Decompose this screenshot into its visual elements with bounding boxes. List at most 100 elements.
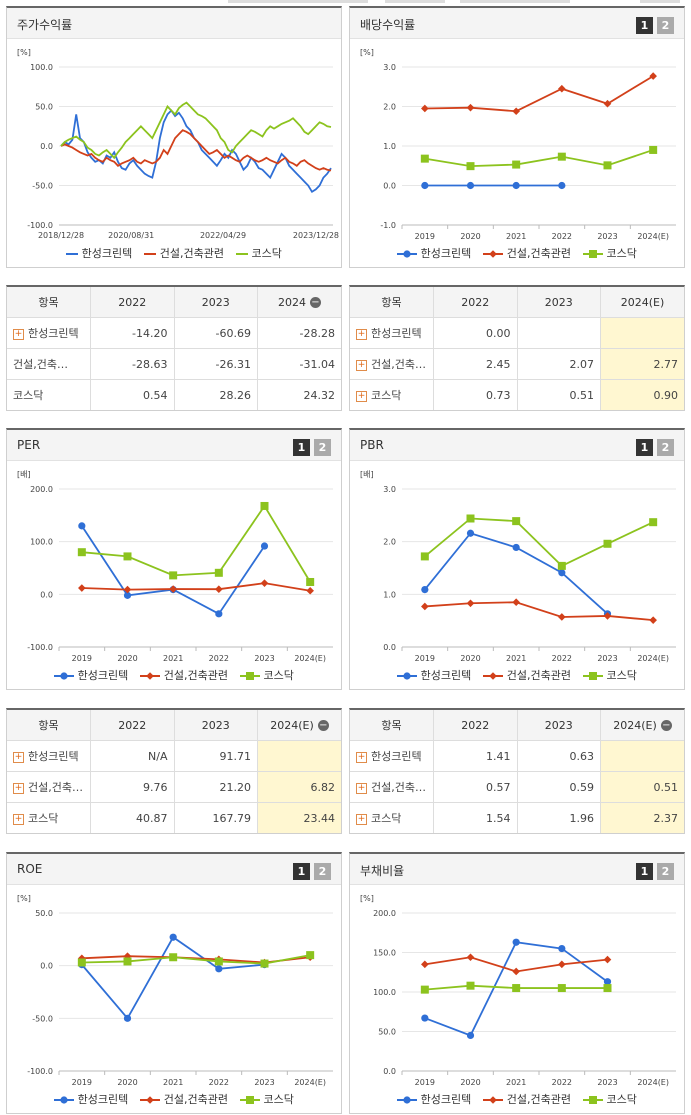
x-tick-label: 2021 bbox=[163, 654, 183, 663]
collapse-icon[interactable]: − bbox=[310, 297, 321, 308]
table-cell: 23.44 bbox=[257, 802, 341, 833]
dividend-table: 항목 2022 2023 2024(E) + 한성크린텍 0.00 + 건설,건축…… bbox=[350, 287, 684, 410]
row-label[interactable]: + 건설,건축… bbox=[350, 771, 434, 803]
chart-legend: 한성크린텍 건설,건축관련 코스닥 bbox=[350, 1091, 684, 1107]
page-2-button[interactable]: 2 bbox=[657, 17, 674, 34]
expand-icon[interactable]: + bbox=[13, 751, 24, 763]
legend-swatch bbox=[582, 1096, 603, 1104]
row-name: 한성크린텍 bbox=[28, 750, 79, 763]
page-1-button[interactable]: 1 bbox=[636, 863, 653, 880]
expand-icon[interactable]: + bbox=[13, 328, 24, 340]
x-tick-label: 2022 bbox=[552, 654, 572, 663]
page-2-button[interactable]: 2 bbox=[657, 439, 674, 456]
column-header-2024e[interactable]: 2024(E) − bbox=[257, 710, 341, 741]
row-label[interactable]: + 한성크린텍 bbox=[7, 740, 91, 772]
x-tick-label: 2022/04/29 bbox=[200, 231, 246, 240]
legend-label: 코스닥 bbox=[602, 247, 637, 260]
expand-icon[interactable]: + bbox=[13, 813, 24, 825]
row-label[interactable]: + 한성크린텍 bbox=[7, 317, 91, 349]
column-header: 항목 bbox=[7, 287, 91, 318]
page-2-button[interactable]: 2 bbox=[657, 863, 674, 880]
legend-marker bbox=[588, 1096, 597, 1104]
data-point bbox=[512, 107, 520, 116]
y-unit-label: [%] bbox=[17, 894, 31, 903]
column-header-2024e[interactable]: 2024(E) − bbox=[600, 710, 684, 741]
table-cell: 0.00 bbox=[433, 317, 517, 349]
legend-item: 건설,건축관련 bbox=[140, 667, 228, 683]
expand-icon[interactable]: + bbox=[356, 328, 367, 340]
stock-return-table-panel: 항목 2022 2023 2024− + 한성크린텍 -14.20 -60.69 … bbox=[6, 285, 342, 411]
row-name: 건설,건축… bbox=[371, 358, 426, 371]
legend-item: 건설,건축관련 bbox=[140, 1091, 228, 1107]
legend-swatch bbox=[397, 1096, 418, 1104]
x-tick-label: 2019 bbox=[72, 654, 92, 663]
row-label[interactable]: + 코스닥 bbox=[350, 380, 434, 411]
expand-icon[interactable]: + bbox=[356, 359, 367, 371]
data-point bbox=[169, 585, 177, 593]
legend-label: 한성크린텍 bbox=[417, 1093, 472, 1106]
page-1-button[interactable]: 1 bbox=[636, 17, 653, 34]
data-point bbox=[466, 1031, 475, 1040]
page-2-button[interactable]: 2 bbox=[314, 863, 331, 880]
page-1-button[interactable]: 1 bbox=[293, 439, 310, 456]
data-point bbox=[421, 585, 429, 594]
data-point bbox=[123, 591, 132, 599]
data-point bbox=[421, 104, 429, 113]
column-header-label: 2024(E) bbox=[270, 718, 314, 732]
expand-icon[interactable]: + bbox=[356, 751, 367, 763]
table-header-row: 항목 2022 2023 2024(E) − bbox=[7, 710, 341, 741]
row-label[interactable]: + 건설,건축… bbox=[350, 348, 434, 380]
collapse-icon[interactable]: − bbox=[660, 720, 672, 731]
page-1-button[interactable]: 1 bbox=[293, 863, 310, 880]
row-label[interactable]: + 코스닥 bbox=[350, 803, 434, 834]
data-point bbox=[466, 981, 475, 990]
collapse-icon[interactable]: − bbox=[317, 720, 329, 731]
chart-legend: 한성크린텍 건설,건축관련 코스닥 bbox=[7, 1091, 341, 1107]
x-tick-label: 2024(E) bbox=[637, 1078, 669, 1087]
y-tick-label: 200.0 bbox=[30, 485, 53, 494]
legend-item: 건설,건축관련 bbox=[483, 245, 571, 261]
expand-icon[interactable]: + bbox=[356, 782, 367, 794]
legend-item: 건설,건축관련 bbox=[483, 1091, 571, 1107]
column-header-2024[interactable]: 2024− bbox=[257, 287, 341, 318]
page-1-button[interactable]: 1 bbox=[636, 439, 653, 456]
table-row: 건설,건축… -28.63 -26.31 -31.04 bbox=[7, 348, 341, 380]
panel-title: 부채비율 bbox=[360, 864, 405, 878]
expand-icon[interactable]: + bbox=[13, 782, 24, 794]
legend-label: 한성크린텍 bbox=[74, 1093, 129, 1106]
row-label[interactable]: + 한성크린텍 bbox=[350, 740, 434, 772]
y-tick-label: 0.0 bbox=[383, 182, 396, 191]
row-label[interactable]: + 한성크린텍 bbox=[350, 317, 434, 349]
legend-marker bbox=[403, 250, 411, 258]
row-name: 한성크린텍 bbox=[371, 327, 422, 340]
x-tick-label: 2023/12/28 bbox=[293, 231, 339, 240]
y-tick-label: 200.0 bbox=[373, 909, 396, 918]
legend-item: 코스닥 bbox=[582, 667, 637, 683]
legend-item: 코스닥 bbox=[235, 245, 282, 261]
column-header-label: 2024 bbox=[278, 295, 306, 309]
legend-swatch bbox=[397, 250, 418, 258]
row-label[interactable]: + 코스닥 bbox=[7, 803, 91, 834]
panel-title: PER bbox=[17, 438, 41, 452]
page-2-button[interactable]: 2 bbox=[314, 439, 331, 456]
row-label[interactable]: + 건설,건축… bbox=[7, 771, 91, 803]
data-point bbox=[466, 953, 475, 962]
row-name: 코스닥 bbox=[28, 812, 59, 825]
expand-icon[interactable]: + bbox=[356, 390, 367, 402]
y-tick-label: 3.0 bbox=[383, 485, 396, 494]
series-line bbox=[424, 517, 654, 567]
table-cell: -14.20 bbox=[90, 317, 174, 349]
expand-icon[interactable]: + bbox=[356, 813, 367, 825]
column-header: 2022 bbox=[90, 710, 174, 741]
legend-swatch bbox=[483, 1096, 504, 1104]
data-point bbox=[558, 569, 566, 577]
legend-swatch bbox=[144, 253, 157, 255]
table-cell: 9.76 bbox=[90, 771, 174, 803]
